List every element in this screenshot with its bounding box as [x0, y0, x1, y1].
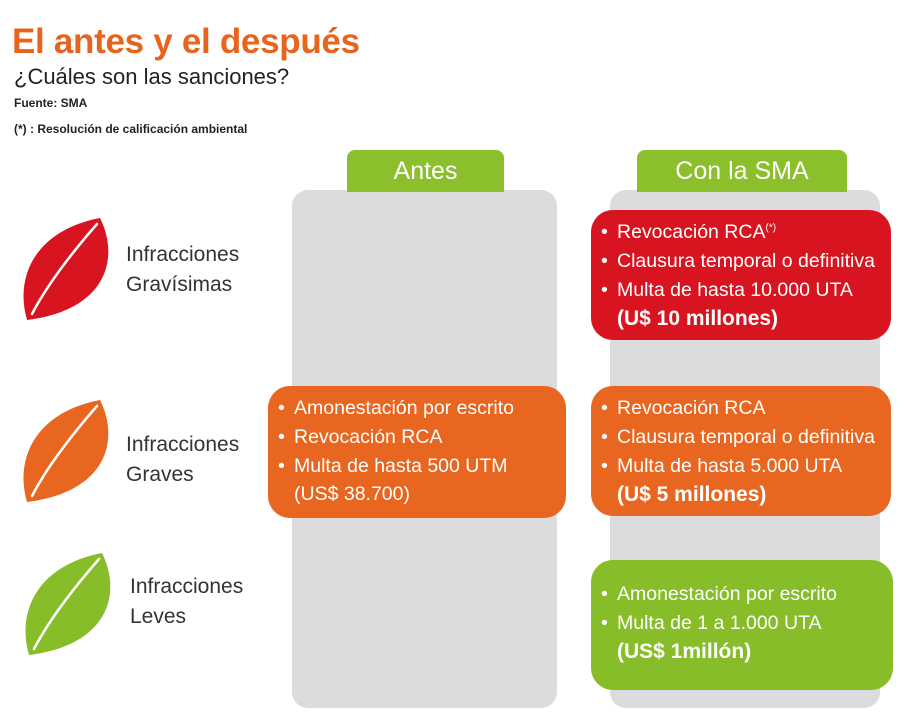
row-label-graves: Infracciones Graves — [126, 430, 239, 490]
row-label-line2: Gravísimas — [126, 273, 233, 296]
sanction-amount: (U$ 10 millones) — [617, 307, 779, 330]
row-label-gravisimas: Infracciones Gravísimas — [126, 240, 239, 300]
sanction-item: Amonestación por escrito — [278, 394, 558, 423]
row-label-line1: Infracciones — [126, 433, 240, 456]
orange-leaf-icon — [23, 400, 109, 502]
sanction-item: Multa de hasta 5.000 UTA — [601, 452, 883, 481]
sanction-item: Revocación RCA — [601, 394, 883, 423]
row-label-line1: Infracciones — [130, 575, 244, 598]
page-subtitle: ¿Cuáles son las sanciones? — [14, 64, 290, 89]
red-leaf-icon — [23, 218, 109, 320]
sanction-item: Revocación RCA(*) — [601, 218, 883, 247]
row-label-line1: Infracciones — [126, 243, 240, 266]
column-header-before: Antes — [347, 150, 504, 192]
sanction-item: Revocación RCA — [278, 423, 558, 452]
sanction-item: Multa de hasta 500 UTM — [278, 452, 558, 481]
sanctions-box-leves-after: Amonestación por escrito Multa de 1 a 1.… — [591, 560, 893, 690]
source-note: Fuente: SMA — [14, 96, 88, 110]
green-leaf-icon — [25, 553, 111, 655]
page-title: El antes y el después — [12, 22, 360, 61]
sanction-amount: (U$ 5 millones) — [617, 483, 767, 506]
row-label-line2: Graves — [126, 463, 194, 486]
sanction-item: Clausura temporal o definitiva — [601, 423, 883, 452]
sanction-amount: (US$ 38.700) — [294, 483, 410, 505]
sanctions-box-gravisimas-after: Revocación RCA(*) Clausura temporal o de… — [591, 210, 891, 340]
footnote: (*) : Resolución de calificación ambient… — [14, 122, 248, 136]
sanction-item: Amonestación por escrito — [601, 580, 885, 609]
row-label-leves: Infracciones Leves — [130, 572, 243, 632]
sanctions-box-graves-after: Revocación RCA Clausura temporal o defin… — [591, 386, 891, 516]
sanctions-box-graves-before: Amonestación por escrito Revocación RCA … — [268, 386, 566, 518]
column-header-after: Con la SMA — [637, 150, 847, 192]
sanction-item: Clausura temporal o definitiva — [601, 247, 883, 276]
sanction-item: Multa de hasta 10.000 UTA — [601, 276, 883, 305]
sanction-item: Multa de 1 a 1.000 UTA — [601, 609, 885, 638]
footnote-mark: (*) — [765, 222, 777, 234]
sanction-amount: (US$ 1millón) — [617, 640, 752, 663]
row-label-line2: Leves — [130, 605, 187, 628]
